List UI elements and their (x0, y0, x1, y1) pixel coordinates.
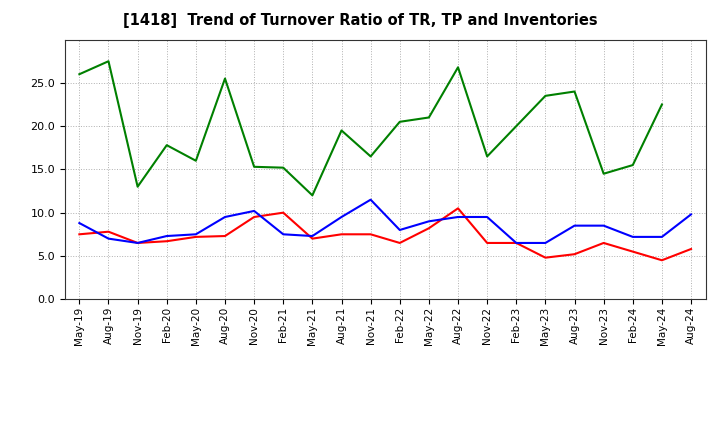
Text: [1418]  Trend of Turnover Ratio of TR, TP and Inventories: [1418] Trend of Turnover Ratio of TR, TP… (122, 13, 598, 28)
